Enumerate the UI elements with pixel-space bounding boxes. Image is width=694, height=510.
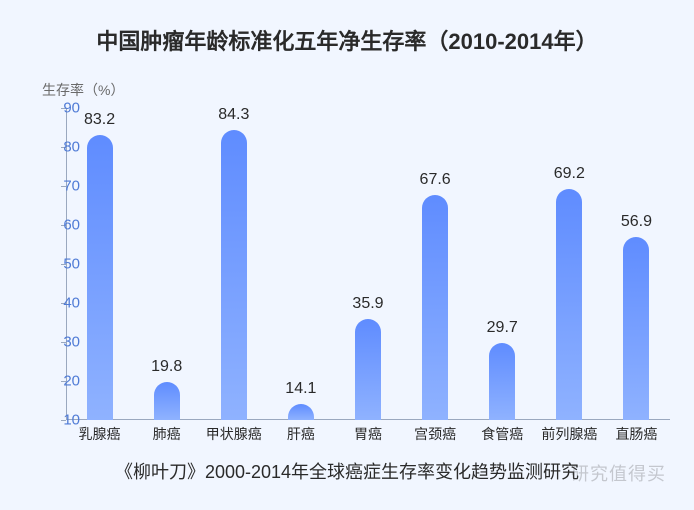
bar [556, 189, 582, 420]
bar [154, 382, 180, 420]
bar [623, 237, 649, 420]
y-axis-label: 生存率（%） [42, 80, 124, 100]
category-label: 甲状腺癌 [206, 424, 262, 444]
category-label: 肺癌 [153, 424, 181, 444]
category-label: 宫颈癌 [414, 424, 456, 444]
bar-value-label: 19.8 [151, 358, 182, 376]
ytick-label: 60 [50, 217, 80, 234]
bar [489, 343, 515, 420]
category-label: 食管癌 [481, 424, 523, 444]
bar-value-label: 14.1 [285, 380, 316, 398]
ytick-label: 20 [50, 373, 80, 390]
bar [288, 404, 314, 420]
bar-value-label: 84.3 [218, 106, 249, 124]
bar-value-label: 29.7 [487, 319, 518, 337]
bar [87, 135, 113, 420]
bar-value-label: 35.9 [352, 295, 383, 313]
bar [221, 130, 247, 420]
category-label: 直肠癌 [615, 424, 657, 444]
category-label: 前列腺癌 [541, 424, 597, 444]
bar-value-label: 83.2 [84, 111, 115, 129]
category-label: 肝癌 [287, 424, 315, 444]
category-label: 胃癌 [354, 424, 382, 444]
chart-title: 中国肿瘤年龄标准化五年净生存率（2010-2014年） [0, 0, 694, 56]
ytick-label: 30 [50, 334, 80, 351]
ytick-label: 90 [50, 100, 80, 117]
bar [355, 319, 381, 420]
ytick-label: 40 [50, 295, 80, 312]
bar-value-label: 67.6 [420, 171, 451, 189]
bar [422, 195, 448, 420]
category-label: 乳腺癌 [79, 424, 121, 444]
bar-value-label: 69.2 [554, 165, 585, 183]
ytick-label: 10 [50, 412, 80, 429]
bar-value-label: 56.9 [621, 213, 652, 231]
ytick-label: 80 [50, 139, 80, 156]
ytick-label: 50 [50, 256, 80, 273]
ytick-label: 70 [50, 178, 80, 195]
watermark-text: 研究值得买 [571, 460, 666, 486]
plot-area: 83.2乳腺癌19.8肺癌84.3甲状腺癌14.1肝癌35.9胃癌67.6宫颈癌… [66, 108, 670, 420]
